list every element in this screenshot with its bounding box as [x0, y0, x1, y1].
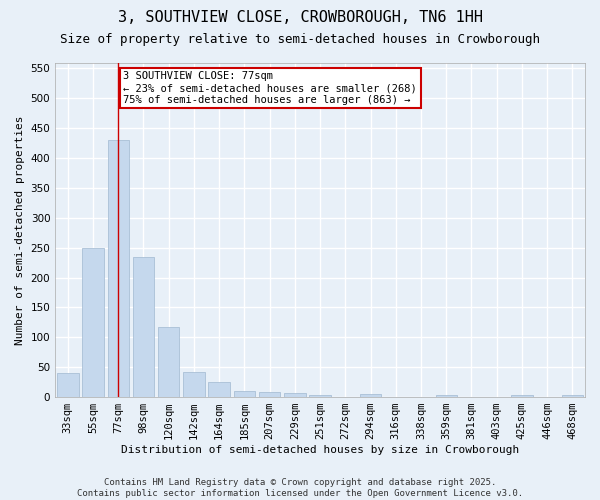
- Y-axis label: Number of semi-detached properties: Number of semi-detached properties: [15, 115, 25, 344]
- Bar: [183, 372, 205, 397]
- Bar: [233, 391, 255, 397]
- Text: 3, SOUTHVIEW CLOSE, CROWBOROUGH, TN6 1HH: 3, SOUTHVIEW CLOSE, CROWBOROUGH, TN6 1HH: [118, 10, 482, 25]
- Bar: [360, 394, 381, 397]
- Bar: [259, 392, 280, 397]
- Bar: [284, 393, 305, 397]
- Text: Size of property relative to semi-detached houses in Crowborough: Size of property relative to semi-detach…: [60, 32, 540, 46]
- Bar: [82, 248, 104, 397]
- Bar: [310, 396, 331, 397]
- Bar: [562, 396, 583, 397]
- Bar: [436, 394, 457, 397]
- Bar: [133, 256, 154, 397]
- Bar: [208, 382, 230, 397]
- Bar: [107, 140, 129, 397]
- Bar: [158, 326, 179, 397]
- Bar: [511, 396, 533, 397]
- X-axis label: Distribution of semi-detached houses by size in Crowborough: Distribution of semi-detached houses by …: [121, 445, 519, 455]
- Text: 3 SOUTHVIEW CLOSE: 77sqm
← 23% of semi-detached houses are smaller (268)
75% of : 3 SOUTHVIEW CLOSE: 77sqm ← 23% of semi-d…: [123, 72, 417, 104]
- Bar: [57, 373, 79, 397]
- Text: Contains HM Land Registry data © Crown copyright and database right 2025.
Contai: Contains HM Land Registry data © Crown c…: [77, 478, 523, 498]
